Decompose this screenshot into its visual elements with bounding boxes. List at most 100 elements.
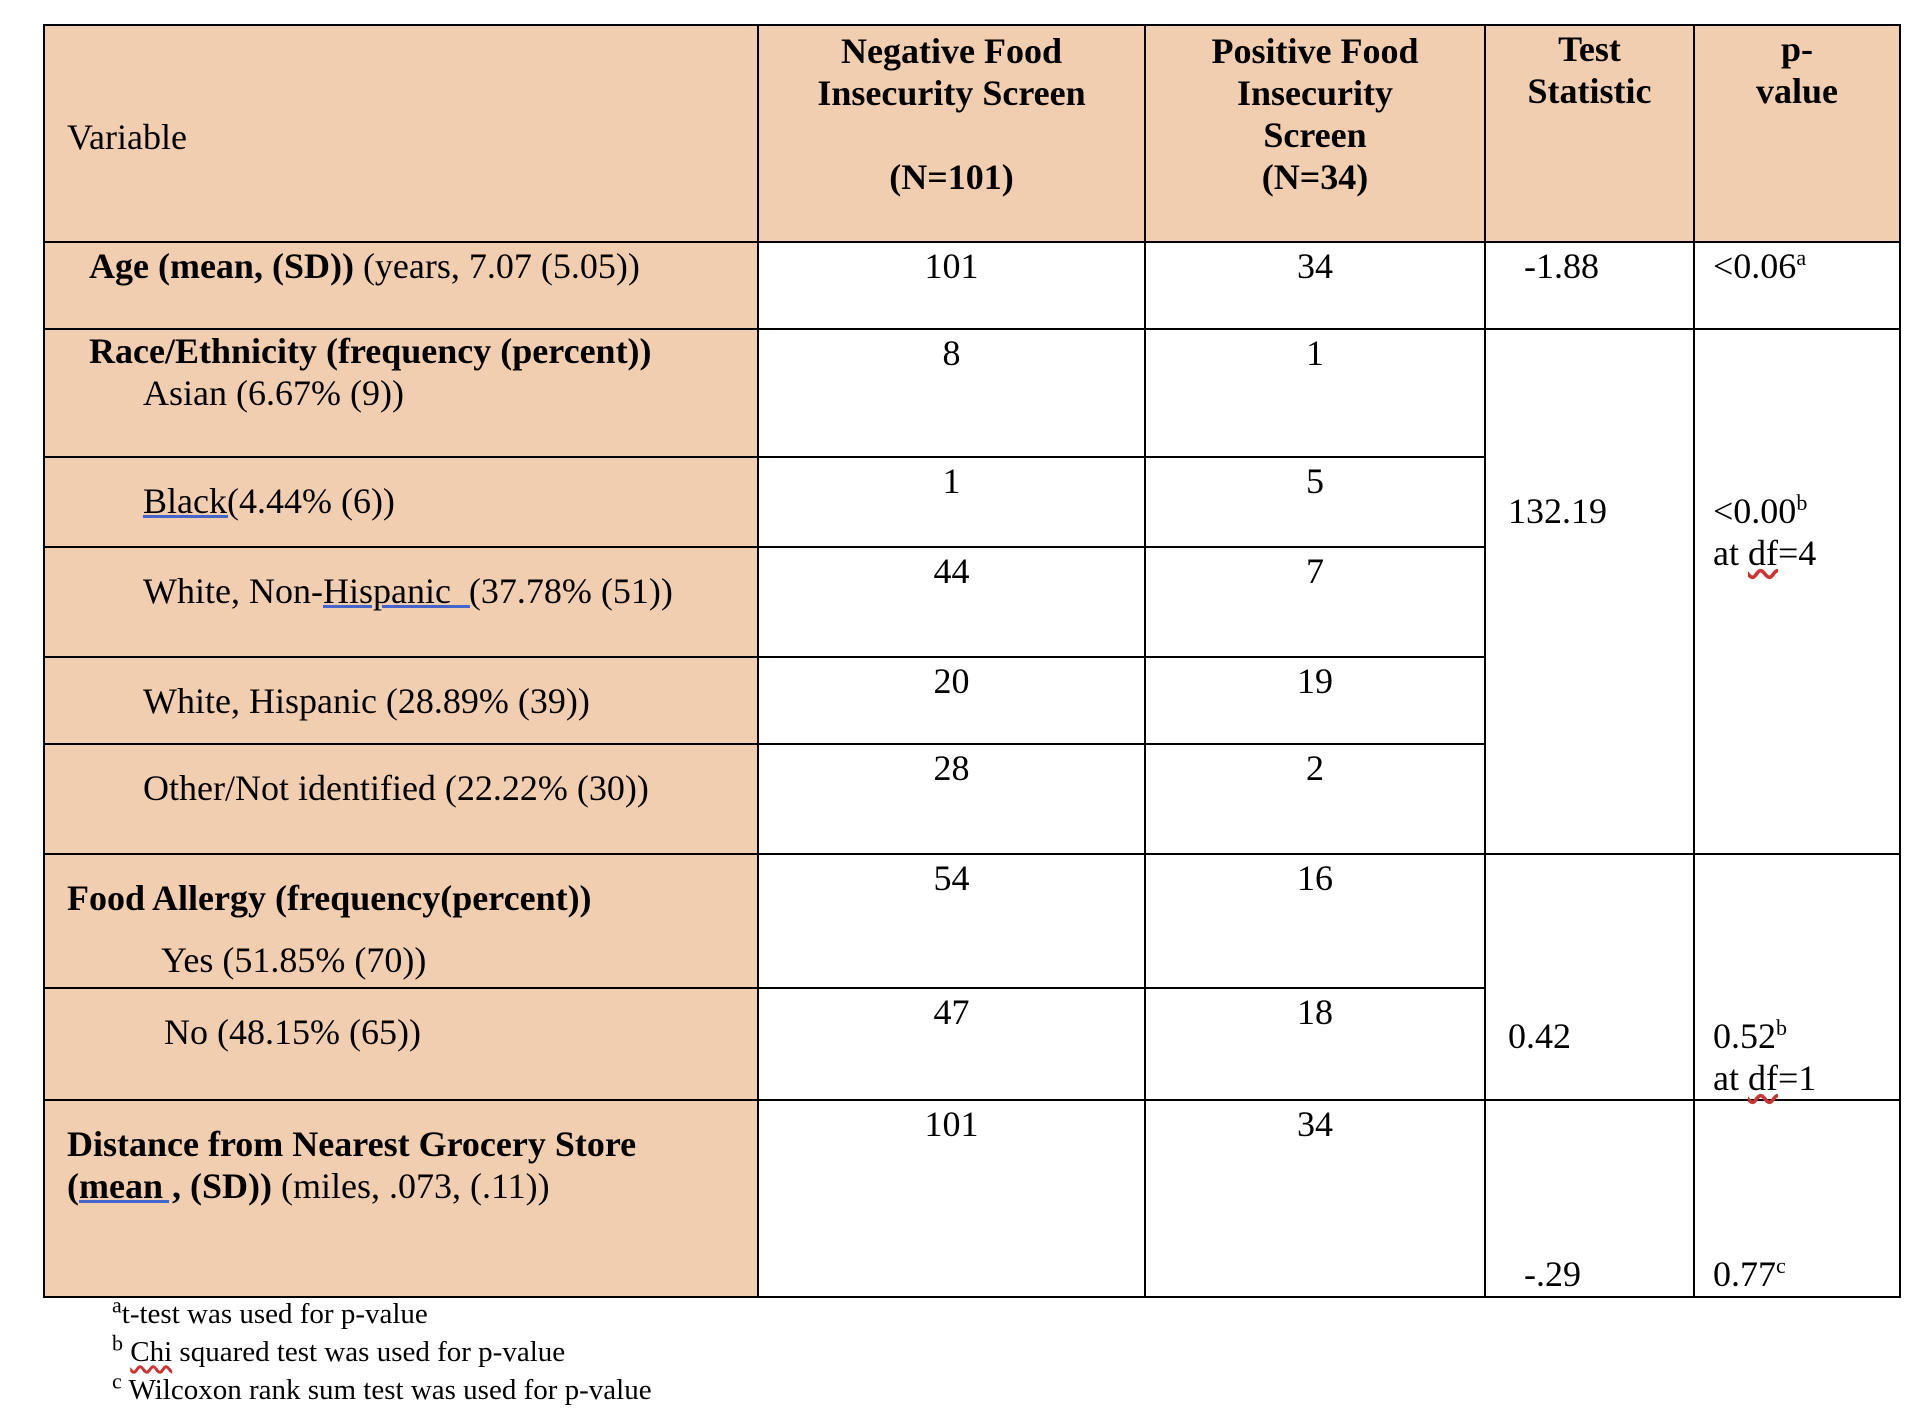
distance-label-bold-2: (SD)) [181, 1166, 272, 1206]
black-negative-value: 1 [942, 461, 961, 501]
race-white-h-label: White, Hispanic (28.89% (39)) [143, 681, 590, 721]
header-p-value: p- value [1693, 24, 1901, 243]
header-positive-line1: Positive Food [1211, 31, 1419, 71]
allergy-stat: 0.42 [1484, 853, 1695, 1101]
race-stat-value: 132.19 [1508, 491, 1607, 531]
white-h-positive: 19 [1144, 656, 1486, 745]
race-white-nh-label-ul: Hispanic ( [322, 571, 481, 611]
age-label-cell: Age (mean, (SD)) (years, 7.07 (5.05)) [43, 241, 759, 330]
race-p-footnote-mark: b [1796, 490, 1808, 515]
distance-p: 0.77c [1693, 1099, 1901, 1298]
allergy-no-label-cell: No (48.15% (65)) [43, 986, 759, 1102]
distance-stat-value: -.29 [1524, 1254, 1581, 1294]
distance-negative-value: 101 [924, 1104, 979, 1144]
footnote-a-text: t-test was used for p-value [121, 1298, 428, 1330]
footnote-a: at-test was used for p-value [112, 1292, 652, 1333]
allergy-p: 0.52b at df=1 [1693, 853, 1901, 1101]
footnote-c-text: Wilcoxon rank sum test was used for p-va… [121, 1374, 652, 1406]
asian-negative: 8 [757, 328, 1146, 458]
footnote-b-mark: b [112, 1330, 123, 1356]
race-label-cell: Race/Ethnicity (frequency (percent)) Asi… [43, 328, 759, 458]
asian-negative-value: 8 [942, 333, 961, 373]
allergy-label-cell: Food Allergy (frequency(percent)) Yes (5… [43, 853, 759, 989]
header-positive: Positive Food Insecurity Screen (N=34) [1144, 24, 1486, 243]
header-positive-line3: Screen [1263, 115, 1367, 155]
header-negative-line1: Negative Food [841, 31, 1062, 71]
age-stat-value: -1.88 [1524, 246, 1599, 286]
asian-positive: 1 [1144, 328, 1486, 458]
other-negative: 28 [757, 743, 1146, 855]
race-df-word: df [1747, 533, 1778, 573]
footnote-c: c Wilcoxon rank sum test was used for p-… [112, 1368, 652, 1409]
race-p: <0.00b at df=4 [1693, 328, 1901, 855]
allergy-stat-value: 0.42 [1508, 1016, 1571, 1056]
allergy-no-label: No (48.15% (65)) [164, 1011, 421, 1052]
footnote-a-mark: a [112, 1292, 122, 1318]
header-negative-n: (N=101) [889, 157, 1014, 197]
allergy-yes-positive: 16 [1144, 853, 1486, 989]
footnote-c-mark: c [112, 1368, 122, 1394]
statistics-table: Variable Negative Food Insecurity Screen… [43, 24, 1901, 1298]
distance-label-cell: Distance from Nearest Grocery Store (mea… [43, 1099, 759, 1298]
distance-stat: -.29 [1484, 1099, 1695, 1298]
table-row-other: Other/Not identified (22.22% (30)) 28 2 [43, 743, 1900, 855]
table-row-asian: Race/Ethnicity (frequency (percent)) Asi… [43, 328, 1901, 855]
white-h-negative: 20 [757, 656, 1146, 745]
allergy-heading: Food Allergy (frequency(percent)) [67, 878, 592, 918]
allergy-no-negative: 47 [757, 986, 1146, 1102]
age-p-footnote-mark: a [1796, 245, 1807, 270]
table-row-white-hispanic: White, Hispanic (28.89% (39)) 20 19 [43, 656, 1900, 745]
black-negative: 1 [757, 456, 1146, 548]
race-asian-label: Asian (6.67% (9)) [143, 373, 404, 413]
race-stat: 132.19 [1484, 328, 1695, 855]
allergy-df-value: =1 [1777, 1058, 1817, 1098]
footnote-b-word: Chi [130, 1336, 173, 1368]
header-test-statistic: Test Statistic [1484, 24, 1695, 243]
distance-label-bold-ul: mean , [79, 1166, 181, 1206]
distance-p-footnote-mark: c [1776, 1253, 1786, 1278]
allergy-yes-negative-value: 54 [933, 858, 970, 898]
header-test-line2: Statistic [1527, 71, 1652, 111]
table-row-distance: Distance from Nearest Grocery Store (mea… [43, 1099, 1901, 1298]
other-positive: 2 [1144, 743, 1486, 855]
table-row-allergy-yes: Food Allergy (frequency(percent)) Yes (5… [43, 853, 1901, 1101]
header-positive-n: (N=34) [1261, 157, 1369, 197]
footnote-b: b Chi squared test was used for p-value [112, 1330, 652, 1371]
table-row-white-non-hispanic: White, Non-Hispanic (37.78% (51)) 44 7 [43, 546, 1900, 658]
allergy-yes-label: Yes (51.85% (70)) [161, 940, 427, 980]
footnotes: at-test was used for p-value b Chi squar… [112, 1292, 652, 1409]
allergy-p-footnote-mark: b [1776, 1015, 1787, 1040]
race-white-h-label-cell: White, Hispanic (28.89% (39)) [43, 656, 759, 745]
white-h-negative-value: 20 [933, 661, 970, 701]
race-white-nh-label-pre: White, Non- [143, 571, 323, 611]
age-p-value: <0.06 [1713, 246, 1797, 286]
footnote-b-text: squared test was used for p-value [172, 1336, 566, 1368]
header-p-line1: p- [1780, 29, 1813, 69]
race-black-label-cell: Black(4.44% (6)) [43, 456, 759, 548]
distance-positive-value: 34 [1297, 1104, 1333, 1144]
allergy-no-negative-value: 47 [933, 991, 970, 1032]
white-nh-negative-value: 44 [933, 551, 970, 591]
age-negative-value: 101 [924, 246, 979, 286]
allergy-no-positive-value: 18 [1297, 991, 1333, 1032]
race-white-nh-label-cell: White, Non-Hispanic (37.78% (51)) [43, 546, 759, 658]
race-p-value: <0.00 [1713, 491, 1797, 531]
other-negative-value: 28 [933, 748, 970, 788]
allergy-yes-negative: 54 [757, 853, 1146, 989]
header-row: Variable Negative Food Insecurity Screen… [43, 24, 1901, 243]
distance-label-bold-1: Distance from Nearest Grocery Store ( [67, 1124, 637, 1206]
age-label-rest: (years, 7.07 (5.05)) [353, 246, 640, 286]
age-positive-value: 34 [1297, 246, 1333, 286]
race-black-label: 4.44% (6)) [238, 481, 395, 521]
white-nh-negative: 44 [757, 546, 1146, 658]
age-positive: 34 [1144, 241, 1486, 330]
other-positive-value: 2 [1306, 748, 1324, 788]
asian-positive-value: 1 [1306, 333, 1324, 373]
allergy-p-value: 0.52 [1713, 1016, 1776, 1056]
header-p-line2: value [1755, 71, 1838, 111]
age-stat: -1.88 [1484, 241, 1695, 330]
table-row-age: Age (mean, (SD)) (years, 7.07 (5.05)) 10… [43, 241, 1901, 330]
white-h-positive-value: 19 [1297, 661, 1333, 701]
header-negative: Negative Food Insecurity Screen (N=101) [757, 24, 1146, 243]
age-label-bold: Age (mean, (SD)) [89, 246, 354, 286]
